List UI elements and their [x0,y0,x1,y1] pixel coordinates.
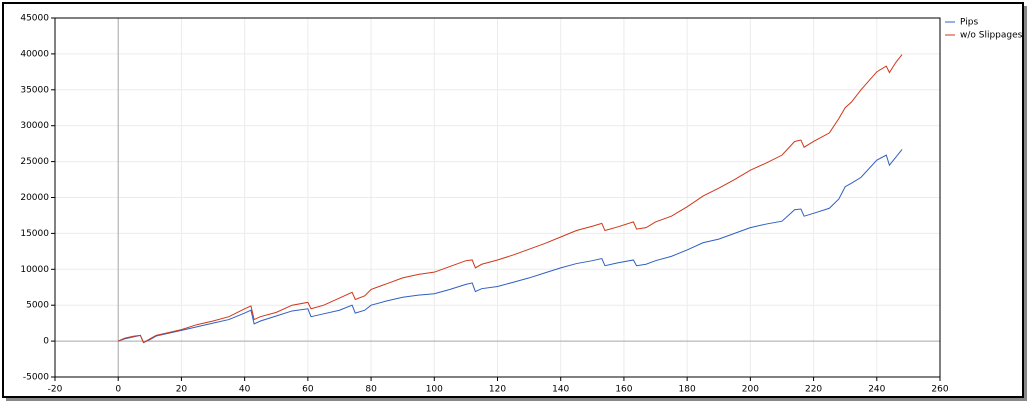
legend-label: Pips [960,18,978,28]
x-tick-label: 80 [365,385,377,395]
x-tick-label: 20 [176,385,188,395]
series-line [118,54,903,344]
y-tick-label: 15000 [20,229,49,239]
y-tick-label: 10000 [20,265,49,275]
x-tick-label: 160 [615,385,632,395]
x-tick-label: 240 [868,385,885,395]
plot-area [54,17,941,378]
x-tick-label: 0 [115,385,121,395]
y-tick-label: 25000 [20,157,49,167]
x-tick-label: 140 [552,385,569,395]
y-tick-label: 45000 [20,14,49,24]
shadow [6,398,1025,401]
y-tick-label: 0 [43,337,49,347]
x-tick-label: 100 [426,385,443,395]
legend-label: w/o Slippages [960,31,1023,41]
x-tick-label: -20 [48,385,63,395]
series-line [118,149,903,344]
y-tick-label: 30000 [20,121,49,131]
y-tick-label: 40000 [20,49,49,59]
x-tick-label: 40 [239,385,251,395]
x-tick-label: 180 [679,385,696,395]
x-tick-label: 120 [489,385,506,395]
frame [2,2,1024,398]
y-tick-label: -5000 [23,373,49,383]
y-tick-label: 35000 [20,85,49,95]
x-tick-label: 260 [931,385,948,395]
x-tick-label: 200 [742,385,759,395]
x-tick-label: 220 [805,385,822,395]
shadow [1024,6,1027,401]
y-tick-label: 5000 [26,301,49,311]
x-tick-label: 60 [302,385,314,395]
y-tick-label: 20000 [20,193,49,203]
